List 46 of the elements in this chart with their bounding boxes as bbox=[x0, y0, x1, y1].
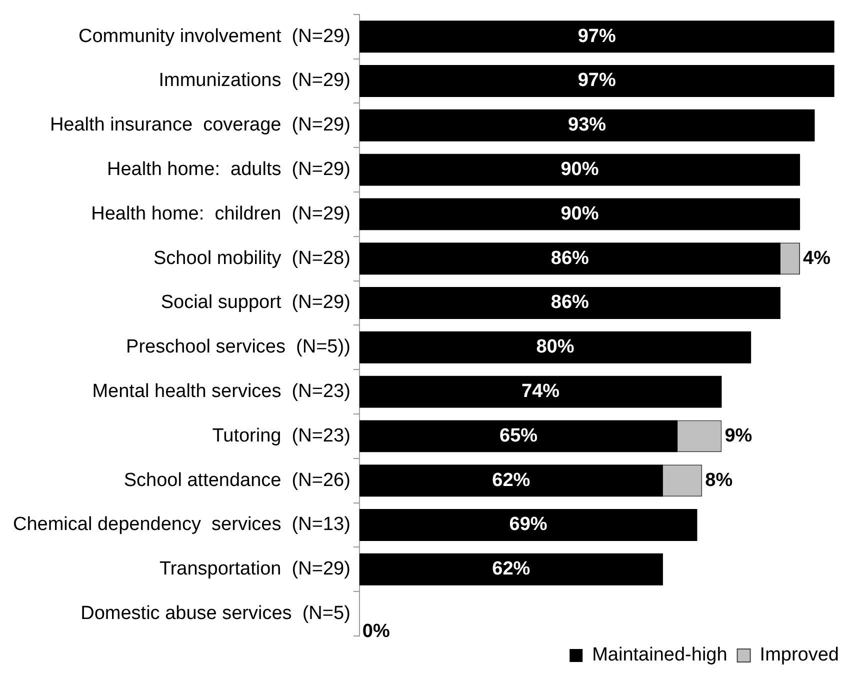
bar bbox=[359, 154, 800, 186]
data-label: 65% bbox=[500, 425, 538, 446]
bar bbox=[359, 331, 752, 364]
data-label: 8% bbox=[705, 470, 733, 491]
bar bbox=[359, 376, 722, 408]
legend-label: Maintained-high bbox=[592, 644, 728, 666]
data-label: 69% bbox=[509, 514, 548, 536]
bar bbox=[359, 20, 834, 53]
bar bbox=[359, 198, 800, 230]
legend-label: Improved bbox=[760, 644, 839, 666]
data-label: 9% bbox=[724, 425, 752, 446]
data-label: 90% bbox=[560, 203, 599, 224]
bar bbox=[359, 464, 663, 497]
y-tick-label: Health insurance coverage (N=29) bbox=[50, 114, 350, 136]
y-tick-label: Mental health services (N=23) bbox=[92, 381, 350, 402]
y-tick-label: Transportation (N=29) bbox=[159, 558, 350, 580]
data-label: 0% bbox=[362, 621, 390, 642]
data-label: 62% bbox=[492, 470, 530, 491]
data-label: 74% bbox=[522, 381, 560, 402]
bar bbox=[359, 109, 815, 142]
y-tick-label: Community involvement (N=29) bbox=[78, 26, 350, 47]
y-tick-label: Domestic abuse services (N=5) bbox=[80, 603, 350, 624]
bar bbox=[359, 553, 663, 586]
bar bbox=[359, 420, 678, 452]
data-label: 97% bbox=[578, 26, 616, 47]
data-label: 62% bbox=[492, 558, 530, 580]
data-label: 86% bbox=[550, 292, 590, 314]
y-tick-label: Social support (N=29) bbox=[160, 292, 350, 314]
bar bbox=[359, 65, 834, 97]
data-label: 4% bbox=[803, 248, 831, 269]
y-tick-label: Health home: adults (N=29) bbox=[106, 159, 350, 180]
bar bbox=[359, 287, 780, 319]
y-tick-label: Health home: children (N=29) bbox=[91, 203, 350, 224]
data-label: 80% bbox=[536, 336, 574, 358]
data-label: 93% bbox=[568, 114, 606, 136]
bar bbox=[359, 509, 698, 541]
y-tick-label: School attendance (N=26) bbox=[124, 470, 350, 491]
y-tick-label: Chemical dependency services (N=13) bbox=[12, 514, 350, 536]
y-tick-label: Preschool services (N=5)) bbox=[126, 336, 350, 358]
data-label: 86% bbox=[550, 248, 590, 269]
bar bbox=[359, 242, 780, 275]
data-label: 97% bbox=[578, 70, 616, 92]
y-tick-label: School mobility (N=28) bbox=[153, 248, 350, 269]
y-tick-label: Immunizations (N=29) bbox=[158, 70, 350, 92]
data-label: 90% bbox=[560, 159, 599, 180]
y-tick-label: Tutoring (N=23) bbox=[212, 425, 350, 446]
